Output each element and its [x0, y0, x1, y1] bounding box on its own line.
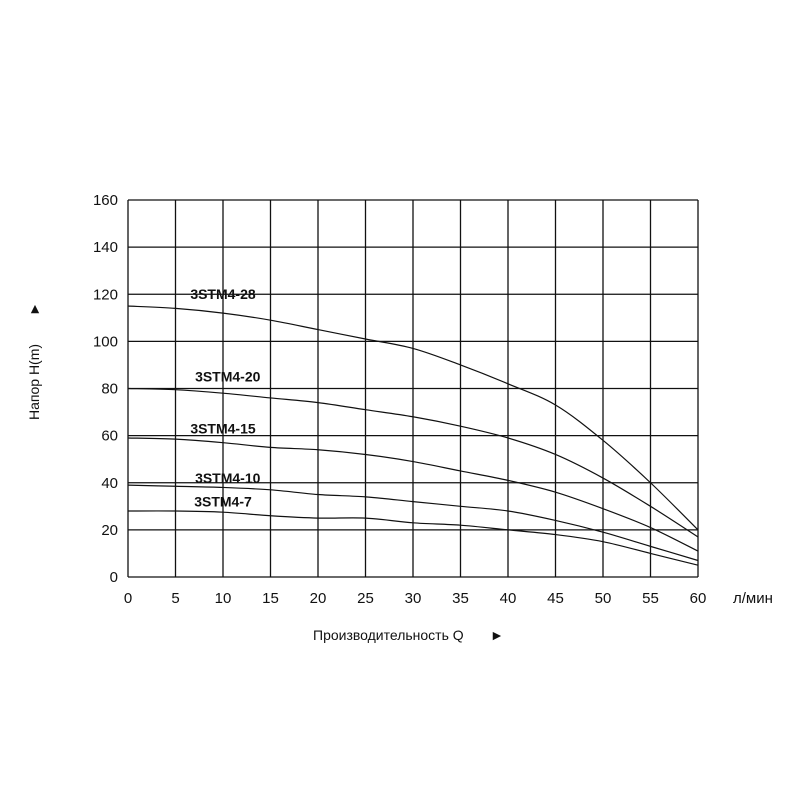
x-tick-label: 20 — [310, 590, 327, 607]
y-tick-label: 40 — [101, 475, 118, 492]
series-label: 3STM4-7 — [194, 493, 252, 509]
x-tick-label: 5 — [171, 590, 179, 607]
series-line — [127, 305, 699, 531]
series-line — [127, 484, 699, 562]
x-tick-label: 0 — [124, 590, 132, 607]
series-line — [127, 510, 699, 566]
series-line — [127, 387, 699, 538]
y-tick-label: 20 — [101, 522, 118, 539]
x-tick-label: 45 — [547, 590, 564, 607]
series-lines — [127, 305, 699, 566]
x-tick-label: 35 — [452, 590, 469, 607]
y-tick-label: 80 — [101, 381, 118, 398]
x-tick-label: 55 — [642, 590, 659, 607]
x-tick-label: 40 — [500, 590, 517, 607]
series-label: 3STM4-20 — [195, 368, 261, 384]
y-tick-label: 100 — [93, 333, 118, 350]
y-tick-label: 60 — [101, 428, 118, 445]
y-tick-label: 120 — [93, 286, 118, 303]
y-tick-label: 140 — [93, 239, 118, 256]
x-tick-label: 50 — [595, 590, 612, 607]
y-tick-label: 0 — [110, 569, 118, 586]
series-label: 3STM4-15 — [190, 420, 256, 436]
tick-labels: 0 5 10 15 20 25 30 35 40 45 50 55 60 0 20 40 60 80 100 120 1… — [93, 192, 706, 607]
x-tick-label: 60 — [690, 590, 707, 607]
series-label: 3STM4-28 — [190, 286, 256, 302]
series-line — [127, 437, 699, 552]
y-axis-title: Напор H(m) — [26, 344, 42, 420]
series-label: 3STM4-10 — [195, 470, 261, 486]
y-tick-label: 160 — [93, 192, 118, 209]
series-labels: 3STM4-28 3STM4-20 3STM4-15 3STM4-10 3STM4-7 — [190, 286, 260, 509]
y-axis-arrow-icon: ► — [26, 302, 42, 316]
x-tick-label: 25 — [357, 590, 374, 607]
x-tick-label: 10 — [215, 590, 232, 607]
x-axis-title: Производительность Q — [313, 627, 464, 643]
x-axis-arrow-icon: ► — [490, 627, 504, 643]
x-tick-label: 15 — [262, 590, 279, 607]
x-tick-label: 30 — [405, 590, 422, 607]
grid — [127, 199, 699, 578]
x-unit-label: л/мин — [733, 590, 773, 607]
